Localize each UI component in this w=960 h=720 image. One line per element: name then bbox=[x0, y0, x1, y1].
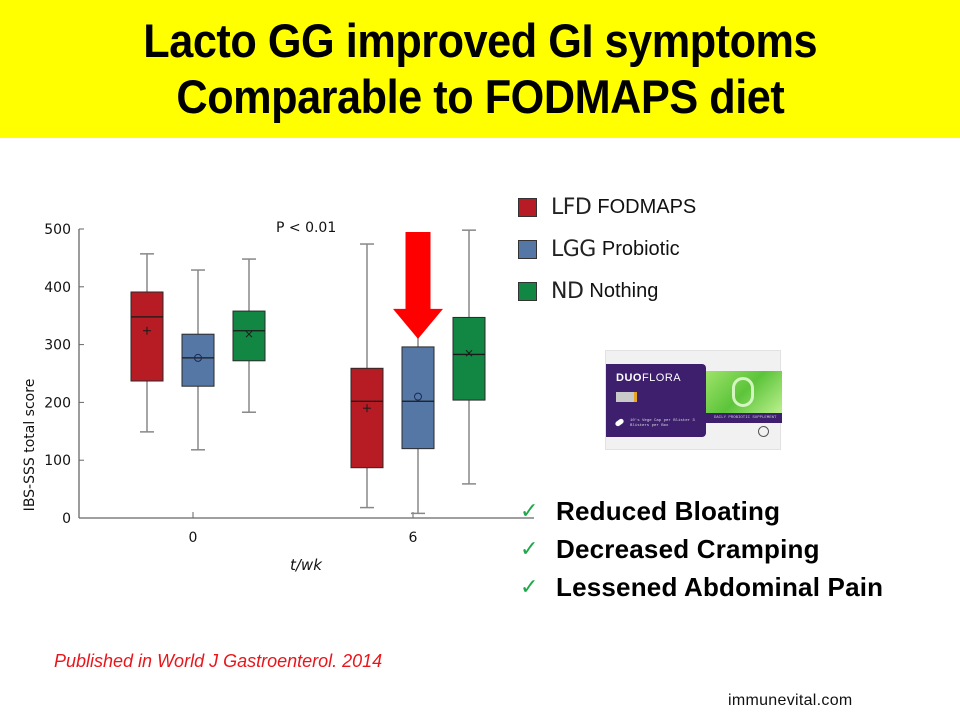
box-lgg-wk6 bbox=[401, 326, 435, 515]
y-tick-label: 300 bbox=[44, 338, 71, 354]
x-tick-label: 6 bbox=[409, 530, 418, 546]
iqr-box bbox=[350, 367, 384, 469]
mean-marker-circle bbox=[194, 353, 202, 362]
legend-label: FODMAPS bbox=[597, 195, 697, 218]
title-line-1: Lacto GG improved GI symptoms bbox=[143, 14, 817, 67]
box-lfd-wk0 bbox=[130, 253, 164, 433]
legend-label: Probiotic bbox=[601, 237, 680, 260]
benefits-list: ✓ Reduced Bloating ✓ Decreased Cramping … bbox=[520, 492, 883, 606]
box-nd-wk0 bbox=[232, 258, 266, 413]
halal-seal-icon bbox=[758, 426, 769, 437]
brand-light: FLORA bbox=[641, 372, 682, 384]
legend-item-nd: ND Nothing bbox=[518, 270, 696, 312]
legend-code: ND bbox=[551, 278, 584, 304]
legend-swatch-lgg bbox=[518, 239, 537, 259]
blister-accent-icon bbox=[634, 392, 637, 402]
benefit-item: ✓ Lessened Abdominal Pain bbox=[520, 568, 883, 606]
iqr-box bbox=[181, 333, 215, 387]
capsule-icon bbox=[614, 417, 625, 428]
check-icon: ✓ bbox=[520, 536, 539, 562]
y-tick-label: 500 bbox=[44, 222, 71, 238]
legend-swatch-nd bbox=[518, 281, 537, 301]
x-axis-label: t/wk bbox=[290, 556, 323, 574]
citation: Published in World J Gastroenterol. 2014 bbox=[54, 651, 383, 671]
legend-item-lgg: LGG Probiotic bbox=[518, 228, 696, 270]
legend-item-lfd: LFD FODMAPS bbox=[518, 186, 696, 228]
benefit-text: Reduced Bloating bbox=[556, 495, 781, 526]
title-banner: Lacto GG improved GI symptoms Comparable… bbox=[0, 0, 960, 138]
website-url: immunevital.com bbox=[728, 692, 853, 709]
legend-code: LFD bbox=[551, 194, 592, 220]
x-tick-label: 0 bbox=[189, 530, 198, 546]
y-tick-label: 0 bbox=[62, 511, 71, 527]
mean-marker-circle bbox=[414, 392, 422, 401]
mean-marker-x-b bbox=[465, 349, 473, 357]
swirl-logo-icon bbox=[732, 377, 754, 407]
benefit-item: ✓ Decreased Cramping bbox=[520, 530, 883, 568]
benefit-text: Decreased Cramping bbox=[556, 533, 820, 564]
y-tick-label: 200 bbox=[44, 395, 71, 411]
blister-icon bbox=[616, 392, 634, 402]
benefit-item: ✓ Reduced Bloating bbox=[520, 492, 883, 530]
product-brand: DUOFLORA bbox=[616, 372, 681, 384]
brand-bold: DUO bbox=[616, 372, 642, 384]
legend-code: LGG bbox=[551, 236, 596, 262]
box-nd-wk6 bbox=[452, 229, 486, 485]
box-lgg-wk0 bbox=[181, 269, 215, 451]
pack-text: 10's Vege Cap per Blister 3 Blisters per… bbox=[630, 419, 695, 428]
benefit-text: Lessened Abdominal Pain bbox=[556, 571, 884, 602]
x-axis-label-text: t/wk bbox=[290, 556, 323, 574]
product-box-front: DUOFLORA 10's Vege Cap per Blister 3 Bli… bbox=[606, 364, 706, 437]
product-green-panel bbox=[706, 371, 782, 413]
iqr-box bbox=[130, 291, 164, 382]
product-tagline: DAILY PROBIOTIC SUPPLEMENT bbox=[714, 416, 777, 420]
title-line-2: Comparable to FODMAPS diet bbox=[176, 70, 784, 123]
product-tagline-bar: DAILY PROBIOTIC SUPPLEMENT bbox=[706, 413, 782, 423]
iqr-box bbox=[232, 310, 266, 362]
highlight-arrow-icon bbox=[393, 232, 443, 339]
product-image-duoflora: DUOFLORA 10's Vege Cap per Blister 3 Bli… bbox=[605, 350, 782, 450]
p-value-annotation: P < 0.01 bbox=[276, 220, 336, 236]
box-lfd-wk6 bbox=[350, 243, 384, 509]
iqr-box bbox=[401, 346, 435, 450]
iqr-box bbox=[452, 316, 486, 401]
mean-marker-x-b bbox=[245, 330, 253, 338]
y-tick-label: 400 bbox=[44, 280, 71, 296]
chart-legend: LFD FODMAPS LGG Probiotic ND Nothing bbox=[518, 186, 696, 312]
y-tick-label: 100 bbox=[44, 453, 71, 469]
legend-label: Nothing bbox=[589, 279, 659, 302]
y-axis-label: IBS-SSS total score bbox=[22, 379, 38, 512]
check-icon: ✓ bbox=[520, 574, 539, 600]
check-icon: ✓ bbox=[520, 498, 539, 524]
legend-swatch-lfd bbox=[518, 197, 537, 217]
box-plot-chart: 0 100 200 300 400 500 0 6 P < 0.01 t/wk IBS-SSS… bbox=[22, 220, 534, 574]
